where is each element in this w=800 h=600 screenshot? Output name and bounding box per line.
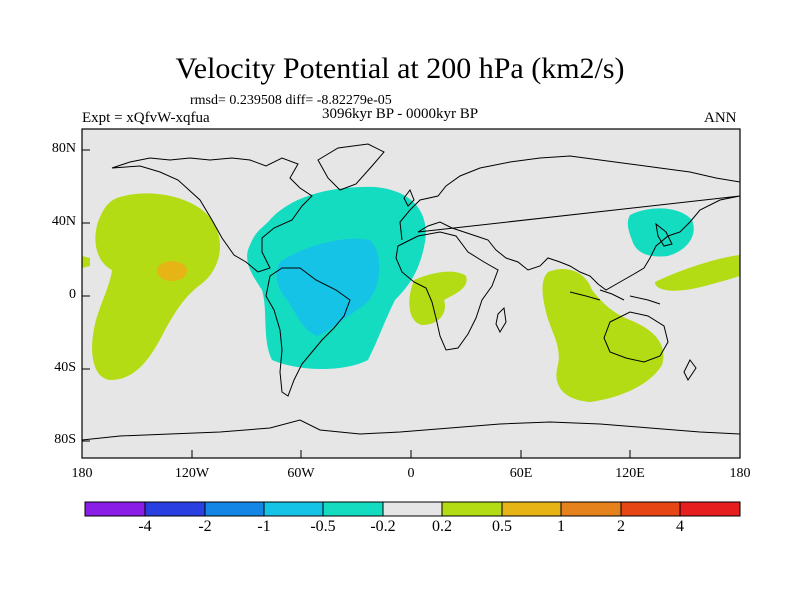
colorbar-label: 1 <box>557 518 565 535</box>
coastline-madagascar <box>495 306 507 334</box>
x-label-120w: 120W <box>174 466 210 481</box>
colorbar-box-10 <box>620 501 681 517</box>
colorbar-label: 0.2 <box>432 518 452 535</box>
contour-pacific-positive-core <box>157 261 187 281</box>
x-label-180e: 180 <box>729 466 751 481</box>
contour-japan-negative <box>627 208 694 257</box>
contour-atlantic-negative-core <box>276 238 380 336</box>
contour-indopacific-positive <box>542 269 664 402</box>
y-label-0: 0 <box>69 287 76 302</box>
coastline-africa <box>395 231 499 351</box>
coastline-antarctica <box>82 419 740 441</box>
y-label-80s: 80S <box>54 432 76 447</box>
colorbar-box-6 <box>382 501 443 517</box>
period-label: 3096kyr BP - 0000kyr BP <box>322 106 479 122</box>
colorbar-box-4 <box>263 501 324 517</box>
colorbar-label: 0.5 <box>492 518 512 535</box>
y-label-40n: 40N <box>51 214 76 229</box>
y-label-40s: 40S <box>54 360 76 375</box>
coastline-australia <box>603 311 669 363</box>
colorbar-label: 2 <box>617 518 625 535</box>
contour-africa-positive <box>409 271 467 325</box>
coastline-south-america <box>265 267 351 397</box>
colorbar-label: 4 <box>676 518 684 535</box>
stats-line: rmsd= 0.239508 diff= -8.82279e-05 <box>190 93 392 108</box>
y-label-80n: 80N <box>51 141 76 156</box>
colorbar-label: -0.5 <box>310 518 336 535</box>
colorbar-label: -2 <box>198 518 212 535</box>
contour-edge-positive <box>82 256 90 268</box>
colorbar-box-1 <box>84 501 146 517</box>
colorbar-box-9 <box>560 501 622 517</box>
colorbar-label: -1 <box>257 518 271 535</box>
x-label-0: 0 <box>407 466 415 481</box>
plot-title: Velocity Potential at 200 hPa (km2/s) <box>175 52 625 85</box>
coastline-new-zealand <box>683 359 697 381</box>
coastline-indonesia <box>569 289 661 305</box>
x-label-60e: 60E <box>509 466 533 481</box>
coastline-greenland <box>317 143 385 191</box>
colorbar-box-8 <box>501 501 562 517</box>
coastline-japan <box>655 222 673 247</box>
experiment-label: Expt = xQfvW-xqfua <box>82 110 210 126</box>
colorbar-box-2 <box>144 501 206 517</box>
colorbar-box-11 <box>679 501 741 517</box>
colorbar-box-5 <box>322 501 384 517</box>
colorbar-box-7 <box>441 501 503 517</box>
colorbar-label: -0.2 <box>370 518 396 535</box>
coastline-layer <box>82 143 740 441</box>
contour-westpac-positive <box>655 255 740 291</box>
colorbar <box>84 501 741 517</box>
coastline-north-america <box>111 157 313 273</box>
colorbar-label: -4 <box>138 518 152 535</box>
season-label: ANN <box>704 110 737 126</box>
colorbar-box-3 <box>204 501 265 517</box>
contour-fill-layer <box>82 186 740 402</box>
x-label-180w: 180 <box>71 466 93 481</box>
x-label-60w: 60W <box>287 466 315 481</box>
coastline-uk <box>403 188 415 207</box>
x-label-120e: 120E <box>615 466 645 481</box>
contour-pacific-positive <box>92 193 221 380</box>
axis-ticks <box>82 149 631 458</box>
